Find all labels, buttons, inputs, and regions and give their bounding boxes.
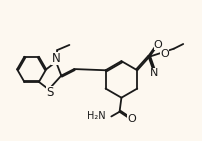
Text: O: O <box>127 114 136 124</box>
Text: O: O <box>153 40 162 50</box>
Text: N: N <box>51 52 60 65</box>
Text: S: S <box>45 86 53 99</box>
Text: H₂N: H₂N <box>86 111 105 121</box>
Text: O: O <box>159 49 168 59</box>
Text: N: N <box>149 68 158 78</box>
